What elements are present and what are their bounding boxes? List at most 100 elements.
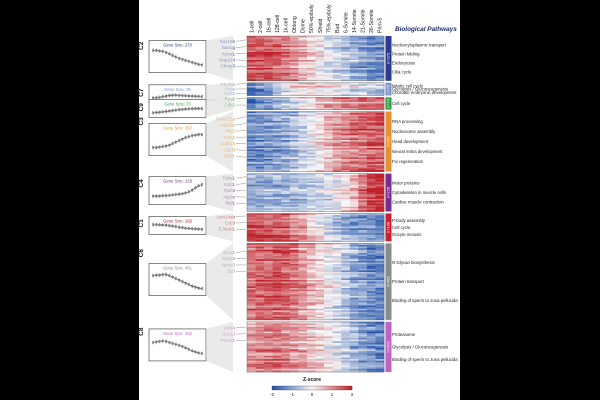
heatmap-cell [247,195,256,198]
heatmap-cell [366,69,376,72]
heatmap-cell [272,175,282,178]
heatmap-cell [306,354,316,357]
heatmap-cell [315,48,325,51]
heatmap-cell [247,37,256,40]
heatmap-cell [281,294,291,297]
heatmap-cell [358,92,368,95]
cluster-connector [206,321,233,372]
heatmap-cell [255,190,265,193]
heatmap-cell [341,349,351,352]
heatmap-cell [341,294,351,297]
heatmap-cell [315,119,325,122]
heatmap-cell [324,106,333,109]
heatmap-cell [272,292,282,295]
heatmap-cell [281,147,291,150]
heatmap-cell [358,265,368,268]
heatmap-cell [281,166,291,169]
pathway-label: Motor proteins [392,181,419,186]
heatmap-cell [272,208,282,211]
heatmap-cell [281,52,291,54]
heatmap-cell [264,284,273,287]
heatmap-cell [349,68,359,70]
heatmap-cell [264,128,273,131]
heatmap-cell [366,256,376,259]
heatmap-cell [306,251,316,254]
heatmap-cell [341,234,351,237]
heatmap-cell [332,197,342,200]
heatmap-cell [358,341,368,344]
heatmap-cell [306,71,316,74]
heatmap-cell [341,311,351,314]
heatmap-cell [375,168,385,171]
heatmap-cell [298,321,308,324]
heatmap-cell [272,368,282,371]
heatmap-cell [349,307,359,310]
heatmap-cell [289,61,299,64]
heatmap-cell [366,355,376,358]
heatmap-cell [306,175,316,178]
heatmap-cell [281,58,291,61]
heatmap-cell [281,125,291,128]
heatmap-cell [255,357,265,360]
heatmap-cell [247,215,256,218]
heatmap-cell [375,178,385,181]
pathway-label: Binding of sperm to zona pellucida [392,298,458,303]
heatmap-cell [366,206,376,209]
heatmap-cell [349,48,359,51]
heatmap-cell [332,125,342,128]
heatmap-cell [366,130,376,133]
heatmap-cell [264,163,273,166]
heatmap-cell [315,101,325,104]
heatmap-cell [298,113,308,116]
heatmap-cell [272,143,282,146]
heatmap-cell [366,157,376,160]
heatmap-cell [281,69,291,72]
heatmap-cell [375,87,385,90]
heatmap-cell [341,144,351,147]
heatmap-cell [349,90,359,93]
heatmap-cell [264,117,273,120]
heatmap-cell [255,238,265,241]
heatmap-cell [366,178,376,181]
heatmap-cell [272,69,282,72]
heatmap-cell [375,308,385,311]
heatmap-cell [349,187,359,190]
heatmap-cell [272,218,282,221]
heatmap-cell [264,344,273,347]
pathway-label: Oocyte meiosis [392,232,421,237]
heatmap-cell [272,316,282,319]
heatmap-cell [332,194,342,197]
heatmap-cell [366,77,376,80]
heatmap-cell [264,305,273,308]
heatmap-cell [289,162,299,165]
heatmap-cell [272,37,282,40]
heatmap-cell [332,117,342,120]
heatmap-cell [298,122,308,125]
heatmap-cell [281,194,291,197]
heatmap-cell [289,39,299,42]
heatmap-cell [358,89,368,91]
colorbar-segment [286,386,289,390]
heatmap-cell [306,310,316,313]
heatmap-cell [281,228,291,231]
heatmap-cell [315,165,325,168]
pathway-label: Binding of sperm to zona pellucida [392,357,458,362]
heatmap-cell [349,370,359,373]
heatmap-cell [264,336,273,339]
heatmap-cell [247,143,256,146]
heatmap-cell [247,278,256,281]
heatmap-cell [341,61,351,64]
profile-point [181,280,184,283]
heatmap-cell [306,329,316,332]
heatmap-cell [349,60,359,62]
heatmap-cell [349,74,359,77]
heatmap-cell [298,151,308,153]
heatmap-cell [255,280,265,282]
heatmap-cell [247,224,256,227]
heatmap-cell [332,265,342,268]
heatmap-cell [349,334,359,337]
heatmap-cell [332,154,342,157]
heatmap-cell [255,239,265,242]
heatmap-cell [272,221,282,224]
heatmap-cell [281,287,291,290]
